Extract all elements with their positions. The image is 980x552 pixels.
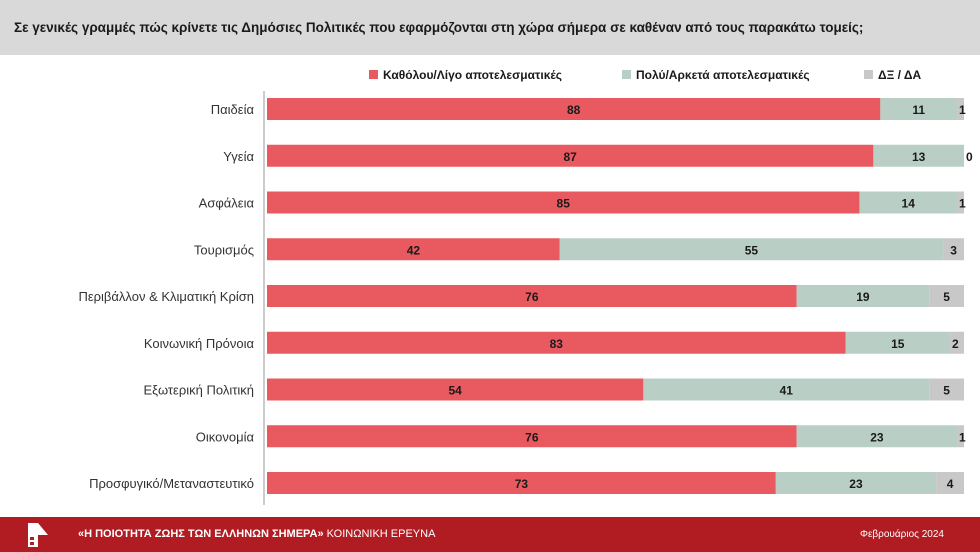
bar-segment (796, 285, 930, 307)
data-label: 5 (943, 290, 950, 304)
data-label: 5 (943, 384, 950, 398)
data-label: 15 (891, 337, 905, 351)
bar-segment (267, 98, 881, 120)
bar-segment (957, 98, 964, 120)
footer-title: «Η ΠΟΙΟΤΗΤΑ ΖΩΗΣ ΤΩΝ ΕΛΛΗΝΩΝ ΣΗΜΕΡΑ» ΚΟΙ… (78, 528, 435, 540)
footer-bar: «Η ΠΟΙΟΤΗΤΑ ΖΩΗΣ ΤΩΝ ΕΛΛΗΝΩΝ ΣΗΜΕΡΑ» ΚΟΙ… (0, 517, 980, 552)
data-label: 42 (407, 243, 421, 257)
legend-label: Καθόλου/Λίγο αποτελεσματικές (383, 68, 562, 82)
data-label: 13 (912, 150, 926, 164)
bar-segment (936, 472, 964, 494)
data-label: 83 (550, 337, 564, 351)
bar-segment (957, 425, 964, 448)
bar-segment (267, 425, 797, 448)
bar-segment (559, 238, 944, 261)
data-label: 23 (870, 430, 884, 444)
category-label: Κοινωνική Πρόνοια (144, 336, 255, 351)
bar-segment (267, 285, 797, 307)
data-label: 2 (952, 337, 959, 351)
data-label: 3 (950, 243, 957, 257)
data-label: 19 (856, 290, 870, 304)
data-label: 41 (780, 384, 794, 398)
bar-segment (943, 238, 964, 261)
category-label: Περιβάλλον & Κλιματική Κρίση (78, 289, 254, 304)
data-label: 1 (959, 103, 966, 117)
bar-segment (267, 191, 860, 214)
footer-title-bold: «Η ΠΟΙΟΤΗΤΑ ΖΩΗΣ ΤΩΝ ΕΛΛΗΝΩΝ ΣΗΜΕΡΑ» (78, 528, 324, 540)
data-label: 23 (849, 477, 863, 491)
data-label: 76 (525, 290, 539, 304)
category-label: Τουρισμός (194, 242, 254, 257)
legend-swatch (864, 70, 873, 79)
bar-segment (873, 144, 964, 167)
bar-segment (643, 378, 930, 401)
bar-segment (267, 238, 560, 261)
question-header: Σε γενικές γραμμές πώς κρίνετε τις Δημόσ… (0, 0, 980, 55)
category-label: Οικονομία (196, 429, 255, 444)
bar-segment (929, 285, 964, 307)
bar-segment (267, 472, 776, 494)
bar-segment (267, 378, 644, 401)
category-label: Παιδεία (211, 102, 255, 117)
bar-segment (859, 191, 958, 214)
data-label: 73 (515, 477, 529, 491)
bar-segment (929, 378, 964, 401)
category-label: Εξωτερική Πολιτική (143, 383, 254, 398)
footer-title-rest: ΚΟΙΝΩΝΙΚΗ ΕΡΕΥΝΑ (323, 528, 436, 540)
bar-segment (267, 144, 874, 167)
legend-swatch (369, 70, 378, 79)
bar-segment (775, 472, 937, 494)
institute-logo-icon (28, 523, 48, 547)
data-label: 54 (449, 384, 463, 398)
footer-date: Φεβρουάριος 2024 (859, 529, 944, 540)
bar-segment (957, 191, 964, 214)
data-label: 0 (966, 150, 973, 164)
bar-segment (880, 98, 958, 120)
data-label: 55 (745, 243, 759, 257)
category-label: Προσφυγικό/Μεταναστευτικό (89, 476, 254, 491)
data-label: 1 (959, 430, 966, 444)
bar-segment (267, 331, 846, 354)
data-label: 85 (557, 197, 571, 211)
data-label: 4 (947, 477, 954, 491)
bar-segment (950, 331, 964, 354)
legend-label: Πολύ/Αρκετά αποτελεσματικές (636, 68, 810, 82)
stacked-bar-chart: Καθόλου/Λίγο αποτελεσματικές Πολύ/Αρκετά … (78, 68, 973, 505)
legend-label: ΔΞ / ΔΑ (878, 68, 922, 82)
bar-segment (845, 331, 951, 354)
category-label: Υγεία (223, 149, 254, 164)
data-label: 88 (567, 103, 581, 117)
legend-swatch (622, 70, 631, 79)
question-text: Σε γενικές γραμμές πώς κρίνετε τις Δημόσ… (14, 20, 864, 35)
data-label: 14 (902, 197, 916, 211)
data-label: 76 (525, 430, 539, 444)
data-label: 11 (912, 103, 925, 117)
data-label: 1 (959, 197, 966, 211)
category-label: Ασφάλεια (199, 196, 255, 211)
bar-segment (796, 425, 958, 448)
data-label: 87 (564, 150, 578, 164)
